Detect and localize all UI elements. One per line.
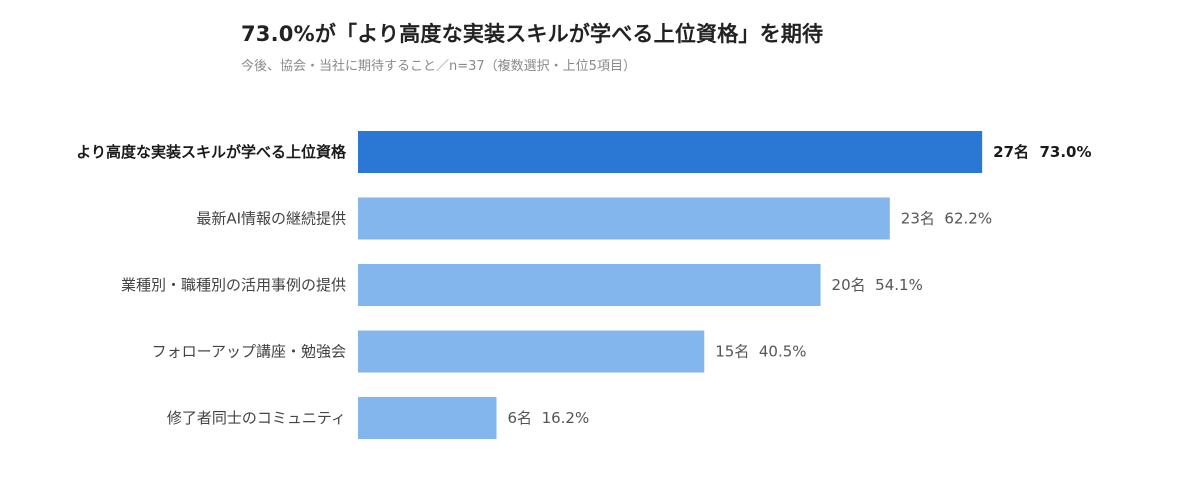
- value-label-5: 6名 16.2%: [508, 409, 590, 427]
- category-label-2: 最新AI情報の継続提供: [196, 210, 346, 228]
- bar-2: [358, 197, 890, 240]
- bar-1: [358, 131, 983, 173]
- category-label-4: フォローアップ講座・勉強会: [152, 343, 346, 361]
- category-label-5: 修了者同士のコミュニティ: [167, 409, 346, 427]
- value-label-3: 20名 54.1%: [832, 276, 923, 294]
- category-label-1: より高度な実装スキルが学べる上位資格: [76, 143, 347, 161]
- chart-subtitle: 今後、協会・当社に期待すること／n=37（複数選択・上位5項目）: [241, 59, 636, 74]
- value-label-2: 23名 62.2%: [901, 210, 992, 228]
- chart-title: 73.0%が「より高度な実装スキルが学べる上位資格」を期待: [241, 22, 824, 46]
- bar-3: [358, 264, 821, 306]
- bar-5: [358, 397, 497, 439]
- value-label-1: 27名 73.0%: [993, 143, 1091, 161]
- value-label-4: 15名 40.5%: [715, 343, 806, 361]
- category-label-3: 業種別・職種別の活用事例の提供: [121, 276, 346, 294]
- bar-4: [358, 330, 705, 373]
